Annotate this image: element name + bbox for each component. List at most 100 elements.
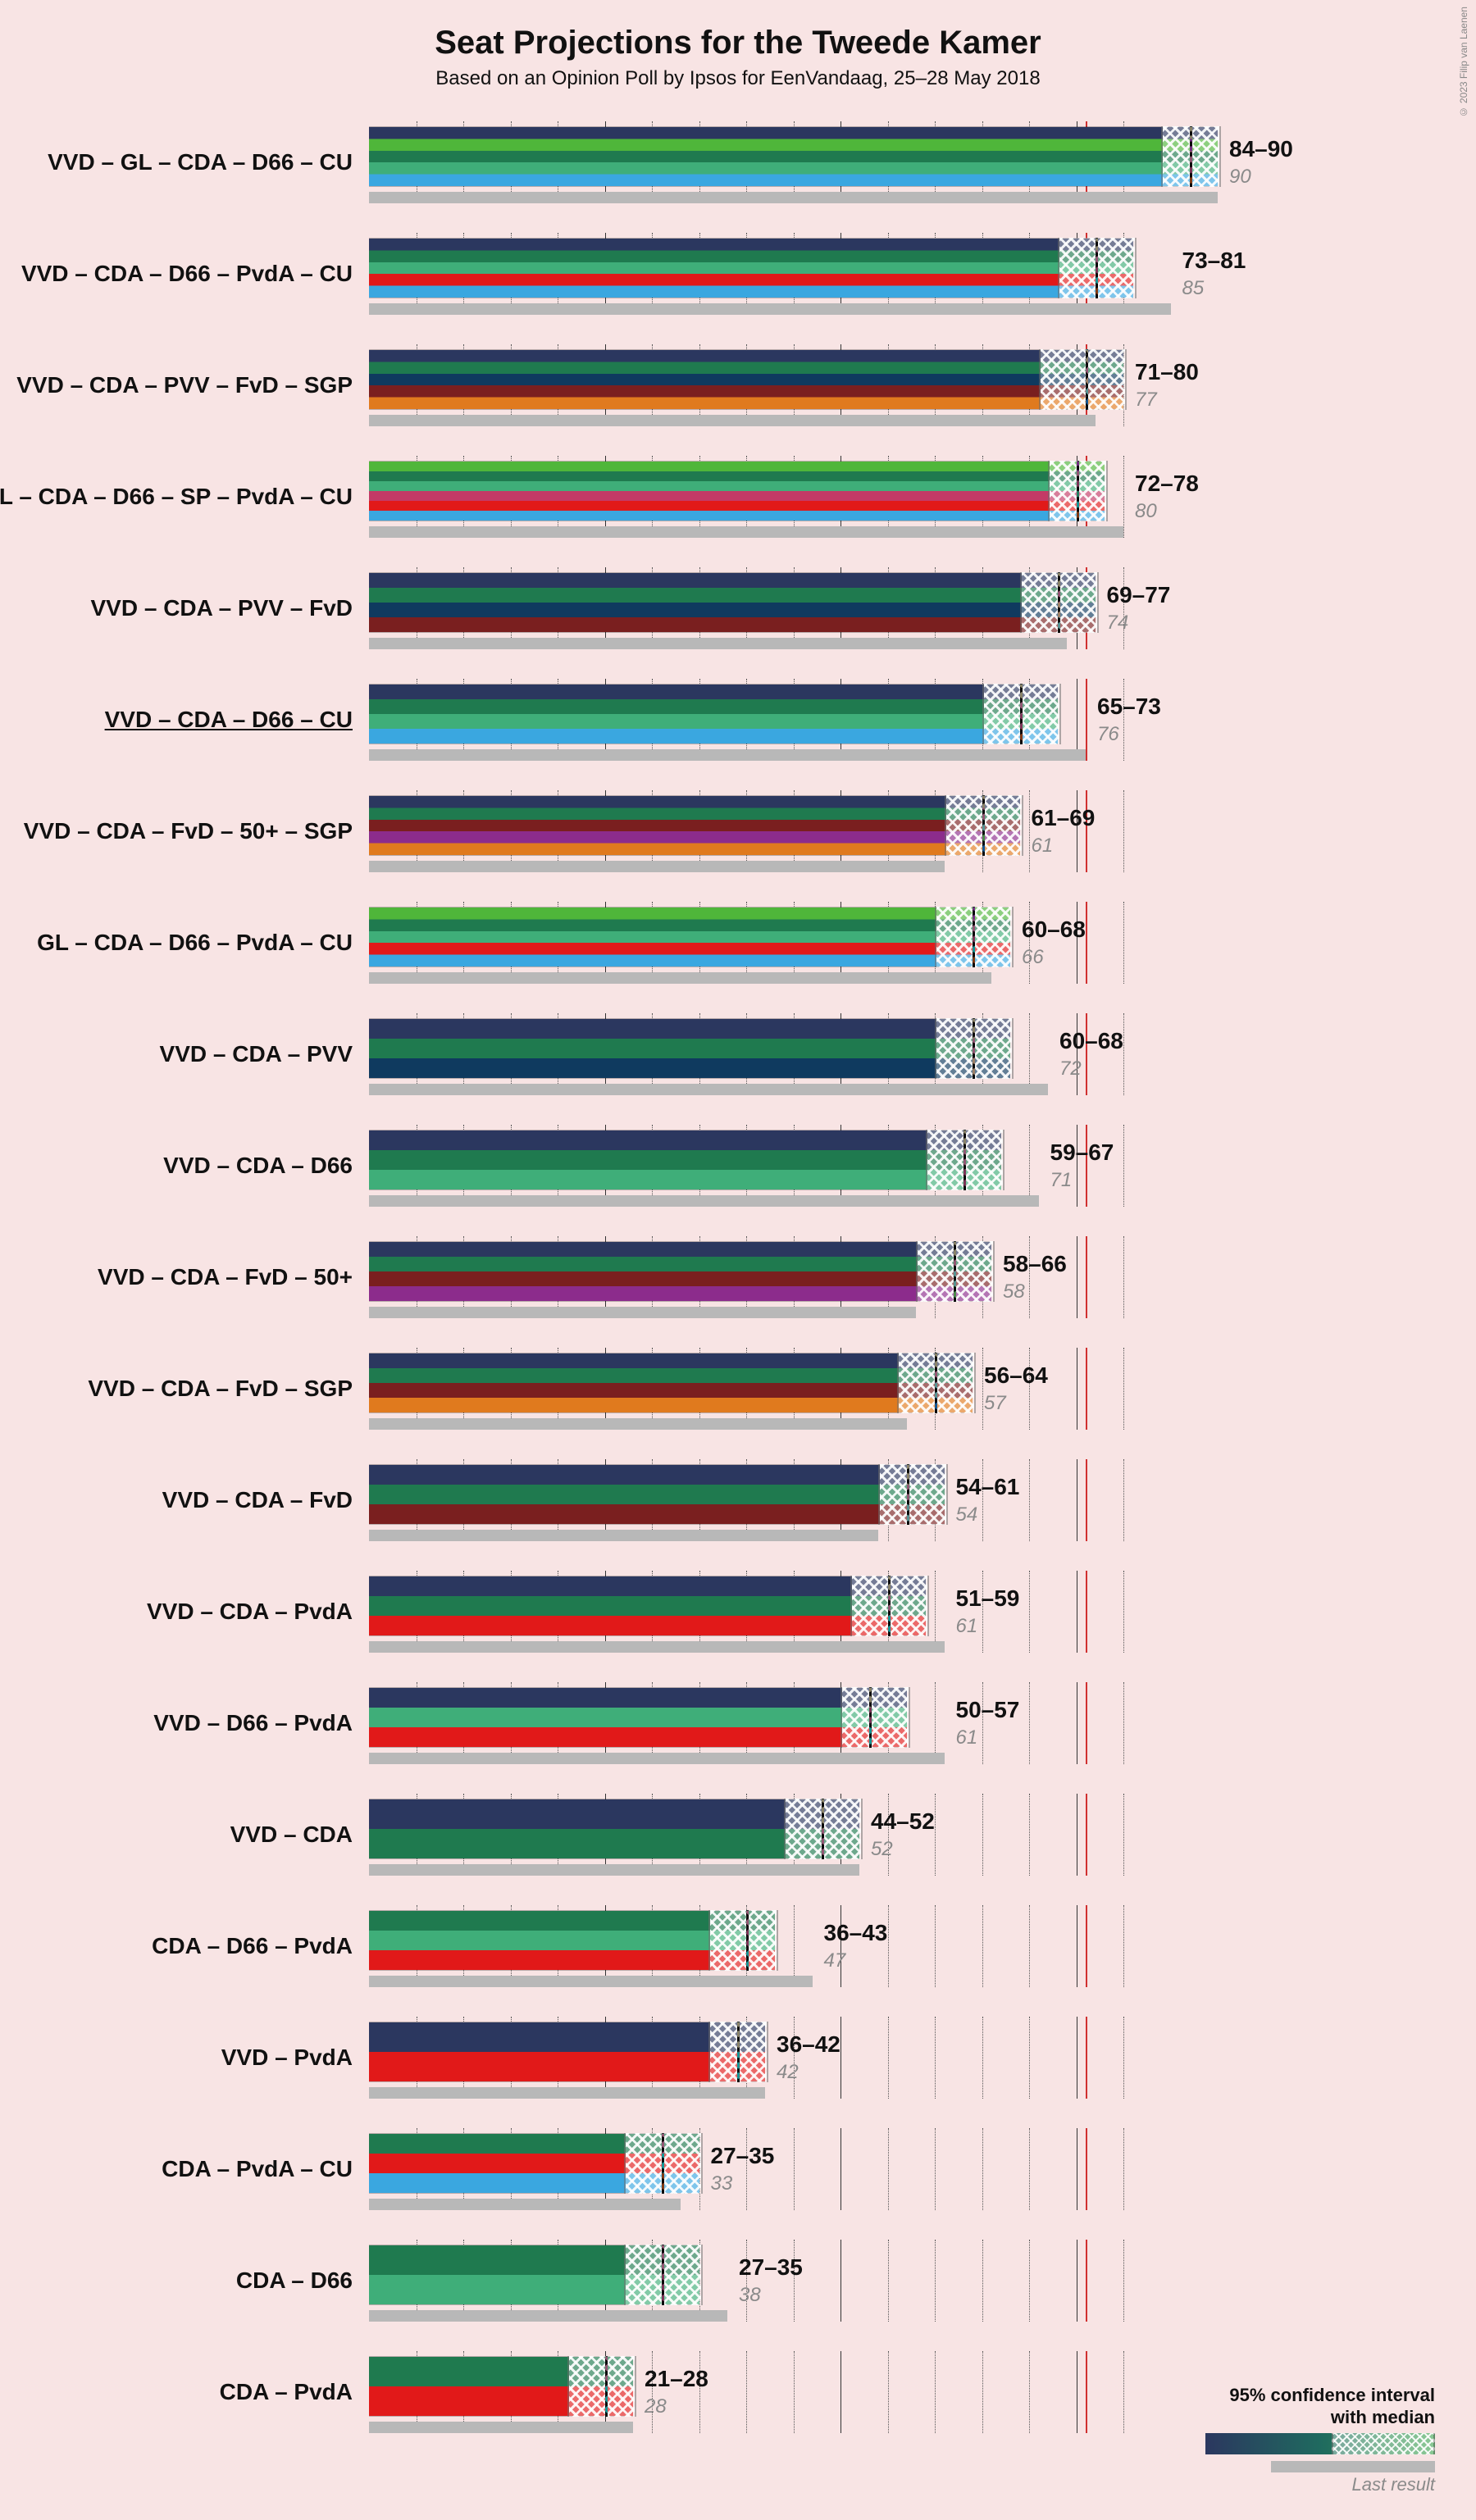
barzone: 27–3533	[369, 2128, 1312, 2210]
gridline	[1123, 1682, 1124, 1764]
gridline	[935, 2351, 936, 2433]
majority-line	[1086, 2017, 1087, 2099]
last-result-label: 72	[1059, 1058, 1082, 1080]
barzone: 44–5252	[369, 1794, 1312, 1876]
gridline	[1123, 2351, 1124, 2433]
confidence-interval	[1039, 349, 1128, 410]
projection-bar	[369, 126, 1218, 187]
coalition-row: CDA – D66 – PvdA36–4347	[0, 1890, 1476, 2002]
projection-bar	[369, 1018, 1010, 1079]
range-label: 51–59	[956, 1585, 1020, 1612]
projection-bar	[369, 572, 1096, 633]
gridline	[1123, 2128, 1124, 2210]
coalition-row: VVD – D66 – PvdA50–5761	[0, 1667, 1476, 1779]
projection-bar	[369, 1464, 945, 1525]
last-result-label: 33	[711, 2172, 733, 2195]
last-result-bar	[369, 972, 991, 984]
coalition-row: VVD – CDA – PvdA51–5961	[0, 1556, 1476, 1667]
coalition-label: VVD – CDA – FvD – 50+ – SGP	[24, 818, 353, 844]
majority-line	[1086, 790, 1087, 872]
majority-line	[1086, 1905, 1087, 1987]
majority-line	[1086, 1571, 1087, 1653]
projection-bar	[369, 907, 1010, 967]
barzone: 69–7774	[369, 567, 1312, 649]
coalition-label: VVD – CDA – D66 – CU	[105, 707, 353, 733]
last-result-label: 90	[1229, 166, 1251, 189]
majority-line	[1086, 2128, 1087, 2210]
coalition-label: VVD – CDA – D66	[163, 1153, 353, 1179]
gridline	[1029, 1125, 1030, 1207]
gridline	[1123, 1905, 1124, 1987]
majority-line	[1086, 1348, 1087, 1430]
coalition-row: VVD – CDA – FvD – 50+ – SGP61–6961	[0, 776, 1476, 887]
last-result-bar	[369, 1864, 859, 1876]
last-result-bar	[369, 1418, 907, 1430]
gridline	[982, 1348, 983, 1430]
majority-line	[1086, 1013, 1087, 1095]
coalition-row: VVD – CDA – FvD54–6154	[0, 1444, 1476, 1556]
barzone: 71–8077	[369, 344, 1312, 426]
last-result-label: 54	[956, 1503, 978, 1526]
gridline	[1029, 1459, 1030, 1541]
gridline	[935, 1571, 936, 1653]
coalition-label: VVD – CDA – FvD	[162, 1487, 353, 1513]
gridline	[1123, 456, 1124, 538]
gridline	[746, 2351, 747, 2433]
gridline	[1029, 2351, 1030, 2433]
gridline	[1123, 1125, 1124, 1207]
chart-canvas: © 2023 Filip van Laenen Seat Projections…	[0, 0, 1476, 2520]
projection-bar	[369, 1687, 907, 1748]
majority-line	[1086, 1125, 1087, 1207]
gridline	[982, 1682, 983, 1764]
majority-line	[1086, 1794, 1087, 1876]
barzone: 60–6872	[369, 1013, 1312, 1095]
gridline	[1029, 1682, 1030, 1764]
gridline	[1029, 1236, 1030, 1318]
confidence-interval	[840, 1687, 910, 1748]
coalition-label: VVD – CDA – D66 – PvdA – CU	[21, 261, 353, 287]
median-marker	[888, 1576, 891, 1636]
median-marker	[869, 1687, 872, 1748]
confidence-interval	[878, 1464, 948, 1525]
median-marker	[1190, 126, 1192, 187]
range-label: 72–78	[1135, 471, 1199, 497]
majority-line	[1086, 1459, 1087, 1541]
gridline	[1029, 2128, 1030, 2210]
gridline	[888, 2240, 889, 2322]
gridline	[1029, 1013, 1030, 1095]
range-label: 59–67	[1050, 1139, 1114, 1166]
median-marker	[1096, 238, 1098, 298]
gridline	[794, 1905, 795, 1987]
gridline	[1029, 1905, 1030, 1987]
median-marker	[1077, 461, 1079, 521]
projection-bar	[369, 461, 1105, 521]
median-marker	[737, 2022, 740, 2082]
last-result-label: 71	[1050, 1169, 1073, 1192]
median-marker	[907, 1464, 909, 1525]
barzone: 36–4347	[369, 1905, 1312, 1987]
barzone: 73–8185	[369, 233, 1312, 315]
coalition-row: VVD – CDA – PVV60–6872	[0, 998, 1476, 1110]
last-result-label: 80	[1135, 500, 1157, 523]
range-label: 50–57	[956, 1697, 1020, 1723]
range-label: 73–81	[1182, 248, 1246, 274]
gridline	[1029, 790, 1030, 872]
majority-line	[1086, 1236, 1087, 1318]
median-marker	[935, 1353, 937, 1413]
range-label: 58–66	[1003, 1251, 1067, 1277]
coalition-label: CDA – PvdA	[220, 2379, 353, 2405]
barzone: 56–6457	[369, 1348, 1312, 1430]
coalition-label: VVD – CDA – FvD – SGP	[88, 1376, 353, 1402]
projection-bar	[369, 1576, 926, 1636]
gridline	[1123, 1013, 1124, 1095]
coalition-row: VVD – PvdA36–4242	[0, 2002, 1476, 2113]
gridline	[982, 1794, 983, 1876]
range-label: 84–90	[1229, 136, 1293, 162]
barzone: 21–2828	[369, 2351, 1312, 2433]
median-marker	[954, 1241, 956, 1302]
range-label: 56–64	[984, 1362, 1048, 1389]
coalition-row: GL – CDA – D66 – SP – PvdA – CU72–7880	[0, 441, 1476, 553]
coalition-label: VVD – PvdA	[221, 2045, 353, 2071]
gridline	[652, 2351, 653, 2433]
legend-ci-line1: 95% confidence interval	[1173, 2385, 1435, 2406]
